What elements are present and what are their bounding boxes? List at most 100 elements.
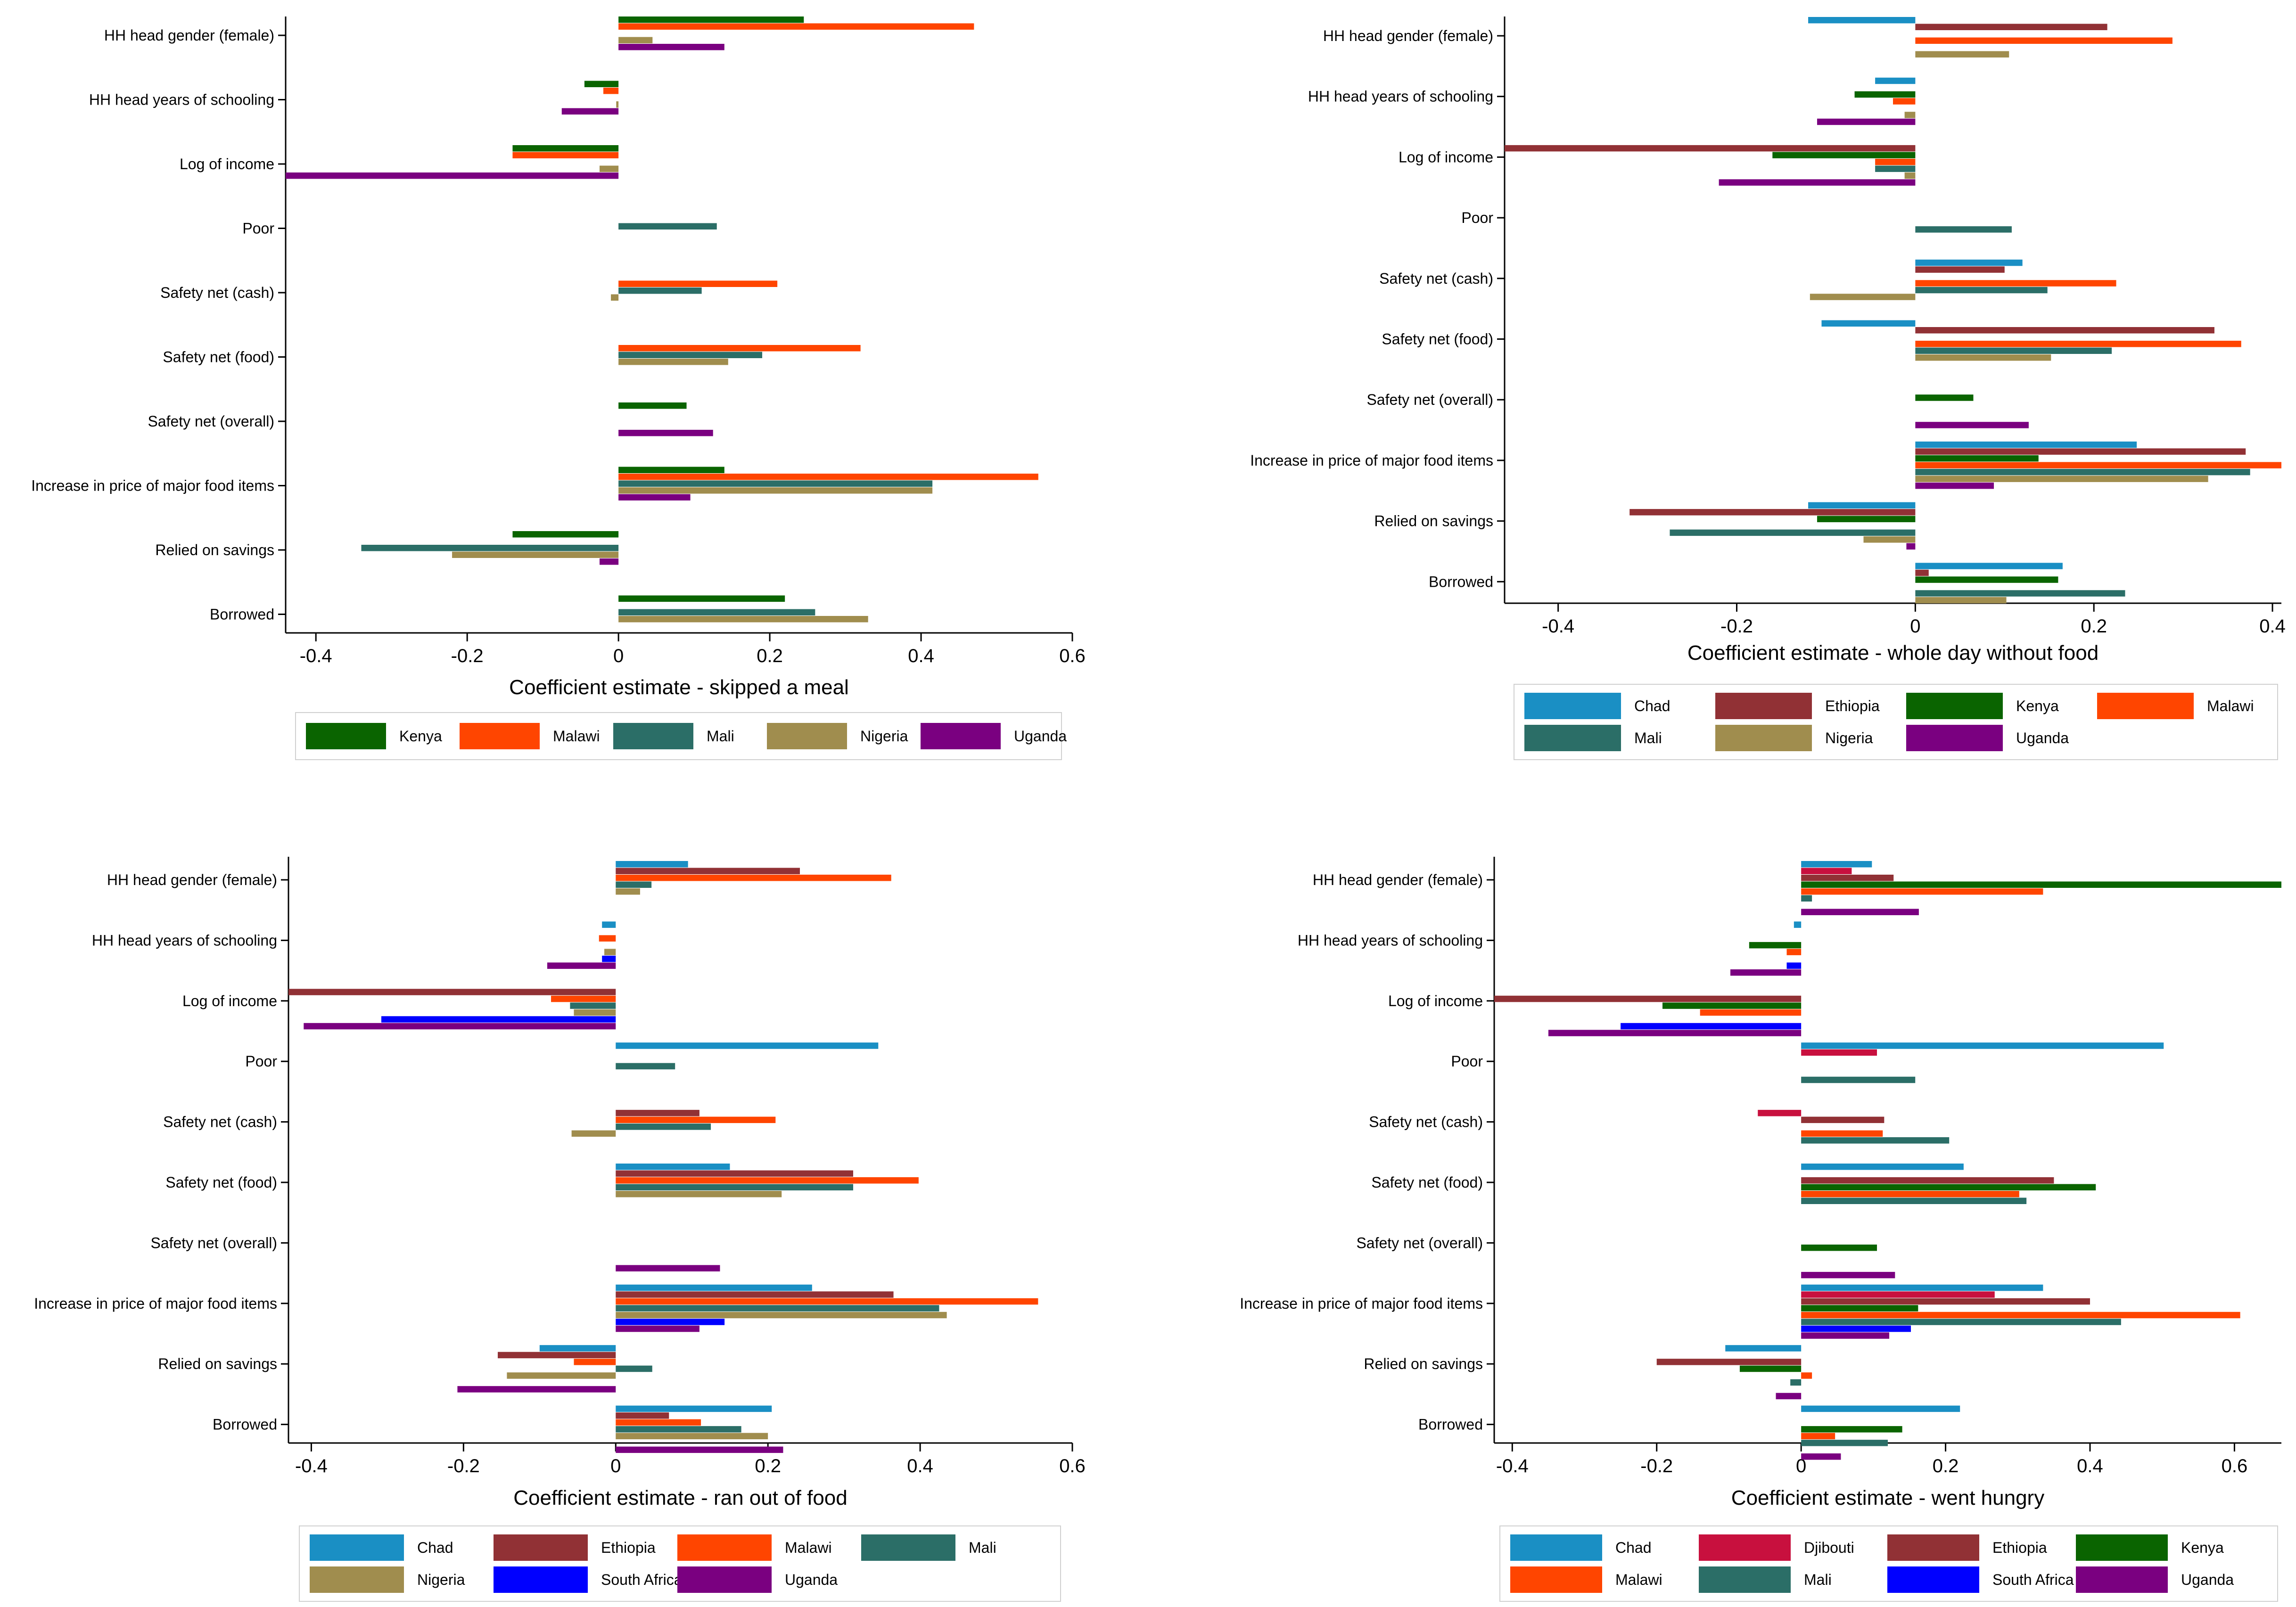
bar-uganda-safety-net-overall bbox=[618, 430, 713, 436]
legend-swatch-ethiopia bbox=[1887, 1534, 1979, 1561]
category-label-log-of-income: Log of income bbox=[180, 156, 274, 172]
bar-nigeria-relied-on-savings bbox=[1863, 536, 1916, 543]
legend-swatch-nigeria bbox=[1715, 725, 1812, 751]
bar-uganda-safety-net-overall bbox=[616, 1265, 720, 1271]
category-label-hh-head-years-of-schooling: HH head years of schooling bbox=[1308, 88, 1493, 105]
x-axis-title: Coefficient estimate - skipped a meal bbox=[509, 676, 849, 699]
category-label-borrowed: Borrowed bbox=[210, 606, 274, 623]
bar-kenya-hh-head-years-of-schooling bbox=[1749, 942, 1802, 949]
bar-ethiopia-increase-in-price-of-major-food-items bbox=[1801, 1298, 2090, 1305]
bar-uganda-hh-head-years-of-schooling bbox=[1817, 118, 1916, 125]
bar-ethiopia-log-of-income bbox=[1505, 145, 1916, 152]
bar-kenya-safety-net-food bbox=[1801, 1184, 2096, 1190]
category-label-safety-net-food: Safety net (food) bbox=[1371, 1174, 1483, 1191]
bar-malawi-log-of-income bbox=[512, 152, 619, 158]
bar-kenya-safety-net-overall bbox=[1915, 394, 1974, 401]
bar-kenya-increase-in-price-of-major-food-items bbox=[1915, 455, 2039, 462]
bar-chad-relied-on-savings bbox=[1725, 1345, 1802, 1352]
bar-mali-hh-head-gender-female bbox=[616, 881, 652, 888]
bar-uganda-log-of-income bbox=[1548, 1030, 1802, 1036]
bar-kenya-hh-head-years-of-schooling bbox=[584, 81, 619, 87]
category-label-safety-net-food: Safety net (food) bbox=[163, 349, 274, 366]
panel-ran-out-of-food: -0.4 -0.2 0 0.2 0.4 0.6 Coefficient estimate -… bbox=[34, 857, 1086, 1602]
legend-swatch-ethiopia bbox=[494, 1534, 588, 1561]
legend-swatch-kenya bbox=[1906, 693, 2003, 719]
bar-chad-safety-net-food bbox=[1821, 320, 1916, 327]
legend-label-mali: Mali bbox=[707, 728, 734, 745]
bar-kenya-hh-head-gender-female bbox=[618, 16, 804, 23]
bar-kenya-borrowed bbox=[1915, 576, 2058, 583]
bar-djibouti-hh-head-gender-female bbox=[1801, 868, 1852, 874]
bar-nigeria-safety-net-food bbox=[618, 359, 728, 365]
bar-uganda-hh-head-years-of-schooling bbox=[561, 108, 619, 115]
legend-swatch-mali bbox=[613, 723, 693, 749]
legend-label-nigeria: Nigeria bbox=[860, 728, 908, 745]
x-tick-label: 0 bbox=[1910, 616, 1920, 637]
bar-uganda-safety-net-overall bbox=[1801, 1271, 1895, 1279]
bar-ethiopia-relied-on-savings bbox=[498, 1352, 616, 1359]
category-label-hh-head-years-of-schooling: HH head years of schooling bbox=[92, 932, 277, 949]
legend-swatch-malawi bbox=[1510, 1566, 1602, 1593]
bar-south-africa-log-of-income bbox=[1621, 1023, 1802, 1030]
bar-uganda-relied-on-savings bbox=[599, 558, 619, 565]
bar-mali-poor bbox=[1915, 226, 2012, 233]
bar-mali-increase-in-price-of-major-food-items bbox=[1915, 468, 2250, 476]
bar-uganda-hh-head-gender-female bbox=[1801, 909, 1919, 915]
legend-label-ethiopia: Ethiopia bbox=[1825, 697, 1880, 714]
bar-mali-increase-in-price-of-major-food-items bbox=[616, 1305, 939, 1312]
bar-mali-safety-net-cash bbox=[1915, 287, 2048, 294]
bar-uganda-increase-in-price-of-major-food-items bbox=[618, 494, 691, 500]
bar-nigeria-hh-head-years-of-schooling bbox=[604, 949, 616, 955]
legend-label-nigeria: Nigeria bbox=[417, 1571, 465, 1588]
bar-kenya-borrowed bbox=[1801, 1426, 1902, 1433]
bar-mali-safety-net-food bbox=[616, 1184, 854, 1190]
x-tick-label: 0.4 bbox=[2259, 616, 2286, 637]
x-tick-label: -0.4 bbox=[295, 1456, 328, 1476]
legend-label-malawi: Malawi bbox=[785, 1539, 832, 1556]
bar-malawi-increase-in-price-of-major-food-items bbox=[618, 474, 1038, 480]
bar-uganda-relied-on-savings bbox=[1906, 543, 1916, 550]
bar-ethiopia-increase-in-price-of-major-food-items bbox=[1915, 448, 2246, 455]
bar-malawi-hh-head-years-of-schooling bbox=[603, 88, 619, 94]
bar-malawi-hh-head-gender-female bbox=[1801, 888, 2043, 895]
bar-kenya-hh-head-gender-female bbox=[1801, 881, 2281, 888]
bar-malawi-hh-head-years-of-schooling bbox=[1893, 98, 1916, 105]
category-label-poor: Poor bbox=[245, 1053, 277, 1070]
x-tick-label: -0.2 bbox=[447, 1456, 480, 1476]
bar-south-africa-increase-in-price-of-major-food-items bbox=[616, 1319, 725, 1325]
category-label-safety-net-overall: Safety net (overall) bbox=[150, 1234, 277, 1251]
bar-kenya-log-of-income bbox=[1772, 152, 1916, 158]
bar-ethiopia-relied-on-savings bbox=[1656, 1359, 1802, 1365]
bar-uganda-safety-net-overall bbox=[1915, 422, 2029, 428]
bar-chad-borrowed bbox=[616, 1405, 772, 1412]
bar-uganda-borrowed bbox=[616, 1446, 783, 1453]
bar-uganda-hh-head-years-of-schooling bbox=[1730, 969, 1802, 976]
bar-uganda-log-of-income bbox=[304, 1023, 616, 1030]
bar-nigeria-log-of-income bbox=[574, 1009, 616, 1016]
category-label-safety-net-overall: Safety net (overall) bbox=[1356, 1234, 1483, 1251]
bar-south-africa-hh-head-years-of-schooling bbox=[602, 955, 616, 962]
bar-ethiopia-safety-net-cash bbox=[616, 1110, 699, 1116]
bar-chad-relied-on-savings bbox=[1808, 502, 1916, 509]
bar-kenya-increase-in-price-of-major-food-items bbox=[1801, 1305, 1918, 1312]
x-tick-label: -0.4 bbox=[1496, 1456, 1529, 1476]
bar-kenya-relied-on-savings bbox=[512, 531, 619, 538]
legend-swatch-south-africa bbox=[1887, 1566, 1979, 1593]
bar-chad-hh-head-gender-female bbox=[1808, 17, 1916, 24]
bar-chad-safety-net-food bbox=[1801, 1164, 1964, 1170]
x-tick-label: 0.2 bbox=[1933, 1456, 1959, 1476]
x-axis-title: Coefficient estimate - whole day without… bbox=[1687, 641, 2098, 664]
bar-mali-log-of-income bbox=[570, 1002, 616, 1009]
bar-chad-relied-on-savings bbox=[539, 1345, 616, 1352]
legend-swatch-uganda bbox=[2076, 1566, 2168, 1593]
bar-ethiopia-hh-head-gender-female bbox=[616, 868, 800, 874]
bar-nigeria-safety-net-food bbox=[1915, 354, 2051, 361]
category-label-safety-net-overall: Safety net (overall) bbox=[1366, 391, 1493, 408]
legend-swatch-mali bbox=[861, 1534, 955, 1561]
bar-ethiopia-increase-in-price-of-major-food-items bbox=[616, 1291, 894, 1298]
bar-malawi-safety-net-food bbox=[1801, 1191, 2019, 1197]
bar-malawi-hh-head-years-of-schooling bbox=[1786, 949, 1802, 955]
x-tick-label: 0.2 bbox=[2081, 616, 2107, 637]
bar-mali-safety-net-food bbox=[618, 352, 763, 358]
bar-malawi-safety-net-food bbox=[618, 345, 861, 352]
